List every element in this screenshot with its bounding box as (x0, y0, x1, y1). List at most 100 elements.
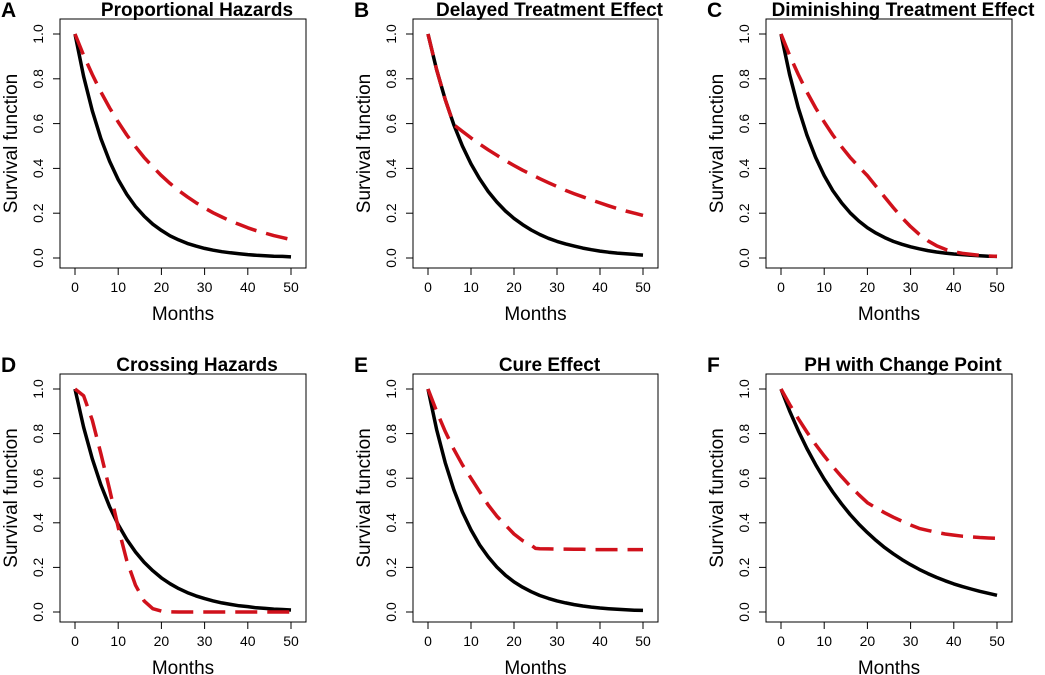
panel-title: PH with Change Point (804, 355, 1002, 376)
x-tick-label: 10 (816, 279, 832, 295)
x-tick-label: 40 (240, 633, 256, 649)
series-line-treatment (426, 388, 643, 552)
y-axis-label: Survival function (1, 74, 22, 213)
y-tick-label: 0.2 (30, 203, 46, 223)
x-tick-label: 20 (860, 633, 876, 649)
y-tick-label: 0.0 (30, 248, 46, 268)
x-tick-label: 10 (110, 279, 126, 295)
plot-frame (765, 373, 1013, 623)
x-tick-label: 50 (635, 279, 651, 295)
panel-f: F PH with Change Point 0 10 20 30 40 50 0.0 0.2 0.… (707, 354, 1013, 675)
x-tick-label: 50 (283, 279, 299, 295)
y-tick-label: 0.6 (736, 114, 752, 134)
panel-e: E Cure Effect 0 10 20 30 40 50 0.0 0.2 0.4 0.6 0.8 1.… (354, 354, 659, 675)
y-tick-label: 0.4 (736, 513, 752, 533)
panel-title: Cure Effect (499, 355, 601, 376)
series-line-control (426, 388, 644, 613)
x-tick-label: 40 (946, 279, 962, 295)
x-tick-label: 30 (197, 633, 213, 649)
y-tick-label: 0.8 (30, 69, 46, 89)
y-tick-label: 0.2 (383, 557, 399, 577)
y-tick-label: 0.8 (383, 69, 399, 89)
x-tick-label: 40 (592, 279, 608, 295)
panel-letter: A (1, 0, 16, 22)
x-axis-label: Months (152, 658, 214, 675)
plot-frame (412, 18, 659, 269)
y-tick-label: 0.2 (736, 557, 752, 577)
x-tick-label: 0 (71, 279, 79, 295)
panel-title: Crossing Hazards (116, 355, 278, 376)
series-line-treatment (73, 33, 292, 242)
y-axis-label: Survival function (707, 428, 728, 567)
series-line-treatment (73, 387, 291, 614)
y-tick-label: 0.6 (383, 468, 399, 488)
y-tick-label: 0.4 (30, 513, 46, 533)
x-tick-label: 20 (506, 279, 522, 295)
x-tick-label: 20 (154, 279, 170, 295)
x-tick-label: 40 (592, 633, 608, 649)
y-tick-label: 0.2 (30, 557, 46, 577)
series-line-treatment (779, 388, 998, 541)
x-tick-label: 0 (777, 279, 785, 295)
y-tick-label: 1.0 (383, 24, 399, 44)
panel-a: A Proportional Hazards 0 10 20 30 40 50 0.0 0.2 0.… (1, 0, 307, 325)
y-tick-label: 0.6 (30, 468, 46, 488)
series-line-control (779, 33, 998, 259)
x-axis-label: Months (858, 304, 920, 325)
x-tick-label: 30 (903, 279, 919, 295)
x-tick-label: 20 (506, 633, 522, 649)
y-tick-label: 0.2 (383, 203, 399, 223)
x-tick-label: 30 (549, 279, 565, 295)
y-tick-label: 0.8 (736, 69, 752, 89)
plot-frame (412, 373, 659, 623)
x-tick-label: 40 (240, 279, 256, 295)
plot-frame (59, 18, 307, 269)
x-tick-label: 30 (549, 633, 565, 649)
x-tick-label: 0 (424, 279, 432, 295)
panel-d: D Crossing Hazards 0 10 20 30 40 50 0.0 0.2 0.4 0.6… (1, 354, 307, 675)
x-tick-label: 10 (816, 633, 832, 649)
panel-title: Proportional Hazards (101, 0, 293, 21)
x-tick-label: 20 (154, 633, 170, 649)
x-tick-label: 0 (424, 633, 432, 649)
y-tick-label: 1.0 (30, 379, 46, 399)
x-tick-label: 30 (197, 279, 213, 295)
y-tick-label: 0.2 (736, 203, 752, 223)
y-tick-label: 0.8 (30, 424, 46, 444)
x-tick-label: 50 (989, 633, 1005, 649)
x-tick-label: 0 (71, 633, 79, 649)
y-tick-label: 1.0 (736, 379, 752, 399)
y-tick-label: 0.4 (736, 158, 752, 178)
y-axis-label: Survival function (354, 428, 375, 567)
y-tick-label: 0.0 (383, 602, 399, 622)
panel-letter: B (354, 0, 369, 22)
plot-frame (59, 373, 307, 623)
panel-c: C Diminishing Treatment Effect 0 10 20 30 40 50… (707, 0, 1035, 325)
x-tick-label: 50 (283, 633, 299, 649)
y-axis-label: Survival function (707, 74, 728, 213)
x-axis-label: Months (858, 658, 920, 675)
panel-letter: C (707, 0, 722, 22)
x-tick-label: 50 (989, 279, 1005, 295)
plot-frame (765, 18, 1013, 269)
panel-letter: D (1, 354, 16, 377)
series-line-control (73, 388, 292, 612)
x-axis-label: Months (152, 304, 214, 325)
series-line-control (426, 33, 644, 257)
x-tick-label: 10 (463, 633, 479, 649)
y-tick-label: 0.0 (30, 602, 46, 622)
panel-b: B Delayed Treatment Effect 0 10 20 30 40 50 0.0 0… (354, 0, 664, 325)
x-axis-label: Months (504, 658, 566, 675)
x-tick-label: 20 (860, 279, 876, 295)
y-tick-label: 1.0 (736, 24, 752, 44)
panel-letter: E (354, 354, 368, 377)
y-tick-label: 0.4 (30, 158, 46, 178)
x-tick-label: 10 (110, 633, 126, 649)
y-tick-label: 0.8 (383, 424, 399, 444)
y-tick-label: 0.0 (736, 602, 752, 622)
panel-title: Diminishing Treatment Effect (772, 0, 1036, 21)
y-tick-label: 0.4 (383, 158, 399, 178)
series-line-control (73, 33, 292, 259)
y-axis-label: Survival function (1, 428, 22, 567)
y-tick-label: 0.6 (736, 468, 752, 488)
